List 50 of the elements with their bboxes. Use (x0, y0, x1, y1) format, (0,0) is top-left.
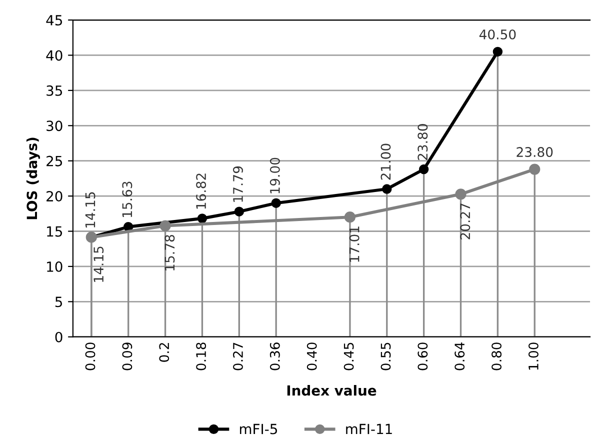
x-axis-title: Index value (287, 384, 376, 396)
data-label: 15.78 (164, 234, 175, 270)
legend-label: mFI-5 (240, 424, 277, 434)
data-label: 40.50 (479, 29, 516, 40)
data-label: 23.80 (516, 147, 553, 158)
data-label: 19.00 (270, 158, 280, 194)
y-tick-label: 40 (46, 50, 62, 61)
y-tick-label: 10 (47, 261, 62, 272)
x-tick-label: 0.45 (344, 342, 354, 370)
point (197, 214, 208, 224)
data-label: 17.01 (349, 226, 360, 262)
x-tick-label: 0.36 (270, 342, 280, 370)
point (271, 198, 281, 208)
x-tick-label: 0.80 (492, 342, 502, 370)
x-tick-label: 0.18 (196, 342, 206, 370)
x-tick-label: 0.00 (85, 342, 96, 370)
point (455, 188, 466, 200)
y-tick-label: 25 (46, 156, 62, 166)
x-tick-label: 0.2 (159, 343, 170, 362)
y-tick-label: 0 (55, 332, 62, 342)
x-tick-label: 0.40 (306, 342, 317, 370)
point (492, 46, 503, 57)
y-tick-label: 45 (46, 15, 62, 26)
legend-label: mFI-11 (346, 424, 392, 434)
x-tick-label: 0.55 (380, 342, 391, 370)
x-tick-label: 0.27 (232, 342, 243, 370)
x-tick-label: 0.60 (418, 342, 428, 370)
point (160, 220, 171, 232)
data-label: 14.15 (94, 246, 104, 282)
x-tick-label: 0.64 (454, 342, 465, 370)
y-tick-label: 15 (47, 226, 62, 237)
data-label: 23.80 (418, 124, 428, 160)
point (344, 212, 356, 223)
data-label: 17.79 (232, 166, 243, 202)
y-tick-label: 5 (55, 296, 62, 308)
y-tick-label: 30 (46, 120, 62, 132)
point (382, 184, 392, 194)
data-label: 16.82 (196, 174, 206, 209)
point (418, 164, 429, 174)
x-tick-label: 0.09 (122, 342, 132, 370)
y-tick-label: 35 (46, 85, 62, 96)
x-tick-label: 1.00 (528, 342, 538, 370)
data-label: 20.27 (460, 204, 470, 240)
point (234, 206, 244, 216)
point (529, 164, 540, 175)
data-label: 14.15 (85, 192, 96, 228)
y-tick-label: 20 (46, 191, 62, 202)
y-axis-title: LOS (days) (26, 138, 40, 220)
data-label: 21.00 (380, 144, 391, 180)
data-label: 15.63 (122, 182, 132, 218)
